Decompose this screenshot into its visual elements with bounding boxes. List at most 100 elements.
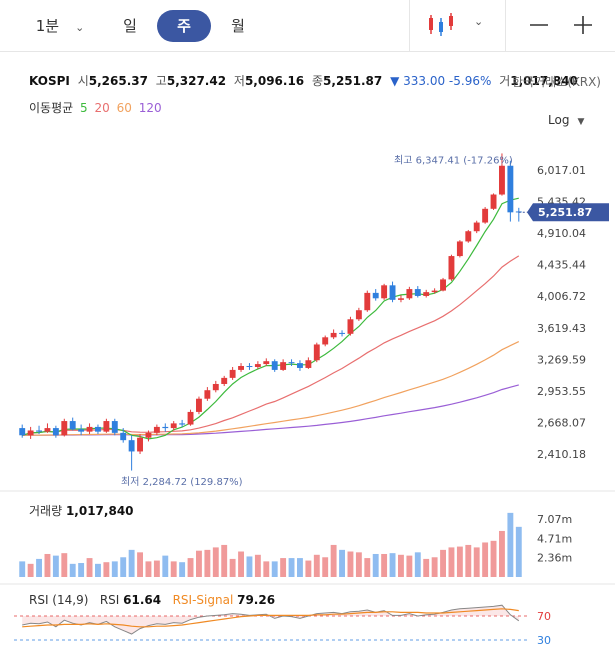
volume-bar: [27, 563, 34, 577]
volume-bar: [339, 549, 345, 577]
rsi-signal-line: [22, 608, 519, 628]
tab-week[interactable]: 주: [157, 10, 211, 42]
candle-body: [111, 421, 118, 433]
candle-body: [280, 362, 287, 370]
candle-body: [414, 289, 421, 296]
candle-body: [297, 363, 303, 368]
candlestick-icon[interactable]: [425, 12, 457, 38]
rsi-label: RSI: [99, 593, 120, 607]
volume-bar: [280, 558, 287, 577]
volume-bar: [103, 562, 110, 577]
candle-body: [61, 421, 68, 436]
volume-bar: [297, 558, 303, 577]
volume-bar: [229, 558, 236, 577]
candle-body: [52, 428, 59, 436]
candle-body: [78, 429, 85, 432]
candle-body: [431, 290, 438, 293]
candle-body: [381, 285, 388, 299]
price-tick-label: 3,269.59: [537, 353, 586, 366]
zoom-in-icon[interactable]: [570, 12, 596, 38]
candle-body: [128, 440, 135, 452]
ma20-label: 20: [94, 101, 110, 115]
interval-label: 1분: [35, 17, 60, 35]
price-tick-label: 2,410.18: [537, 448, 586, 461]
volume-bar: [36, 558, 42, 577]
volume-bar: [322, 557, 329, 577]
candle-body: [406, 289, 413, 299]
rsi-tick-label: 70: [537, 610, 551, 623]
volume-value: 1,017,840: [510, 74, 578, 88]
scale-dropdown[interactable]: Log ▼: [548, 113, 584, 127]
volume-tick-label: 4.71m: [537, 532, 572, 545]
volume-bar: [515, 526, 522, 577]
zoom-out-icon[interactable]: [526, 12, 552, 38]
volume-bar: [355, 552, 362, 577]
chart-type-chevron-icon[interactable]: ⌄: [474, 15, 484, 28]
volume-bar: [305, 560, 312, 577]
volume-bar: [61, 553, 68, 577]
candle-body: [355, 310, 362, 320]
candle-body: [36, 430, 42, 432]
exchange-label: 한국거래소(KRX): [512, 75, 601, 89]
rsi-panel-title: RSI (14,9): [29, 593, 89, 607]
candle-body: [347, 319, 354, 334]
volume-bar: [263, 561, 270, 577]
volume-bar: [78, 563, 85, 577]
volume-bar: [44, 553, 51, 577]
low-label: 저: [233, 74, 245, 88]
volume-bar: [364, 558, 371, 577]
interval-dropdown[interactable]: 1분 ⌄: [30, 10, 90, 42]
volume-bar: [347, 551, 354, 577]
tab-month[interactable]: 월: [231, 17, 245, 35]
candle-body: [305, 360, 312, 368]
open-value: 5,265.37: [88, 74, 148, 88]
volume-bar: [372, 553, 379, 577]
volume-bar: [145, 561, 152, 577]
candle-body: [465, 231, 472, 242]
change-value: ▼ 333.00 -5.96%: [390, 74, 492, 88]
chart-toolbar: 1분 ⌄ 일 주 월 ⌄: [0, 0, 615, 52]
candle-body: [440, 279, 446, 291]
current-price-badge: [527, 203, 609, 222]
candle-body: [288, 362, 295, 364]
volume-bar: [204, 549, 211, 577]
candle-body: [170, 423, 177, 429]
candle-body: [313, 344, 320, 361]
candle-body: [229, 369, 236, 378]
candle-body: [120, 432, 127, 441]
volume-bar: [221, 544, 228, 577]
candle-body: [145, 432, 152, 438]
close-value: 5,251.87: [323, 74, 383, 88]
volume-bar: [246, 556, 253, 577]
volume-bar: [111, 561, 118, 577]
rsi-signal-value: 79.26: [237, 593, 276, 607]
candle-body: [423, 292, 430, 296]
volume-bar: [95, 563, 101, 577]
ma-legend-title: 이동평균: [29, 101, 74, 115]
candle-body: [271, 361, 278, 370]
candle-body: [27, 430, 34, 436]
volume-bar: [153, 560, 160, 577]
volume-bar: [238, 551, 244, 577]
candle-body: [86, 426, 93, 432]
candle-body: [95, 426, 101, 432]
price-tick-label: 3,619.43: [537, 322, 586, 335]
ma-legend: 이동평균 5 20 60 120: [29, 99, 162, 116]
candle-body: [137, 437, 143, 452]
volume-bar: [406, 555, 413, 577]
candle-body: [515, 211, 522, 213]
price-tick-label: 6,017.01: [537, 164, 586, 177]
volume-bar: [162, 555, 169, 577]
volume-bar: [196, 550, 202, 577]
rsi-overbought-fill: [22, 605, 519, 634]
candle-body: [456, 241, 463, 257]
candle-body: [389, 285, 396, 300]
candle-body: [254, 364, 261, 367]
candle-body: [499, 165, 505, 195]
price-tick-label: 4,006.72: [537, 290, 586, 303]
volume-bar: [212, 547, 219, 577]
ma120-label: 120: [138, 101, 162, 115]
ma5-label: 5: [80, 101, 88, 115]
tab-day[interactable]: 일: [123, 17, 137, 35]
